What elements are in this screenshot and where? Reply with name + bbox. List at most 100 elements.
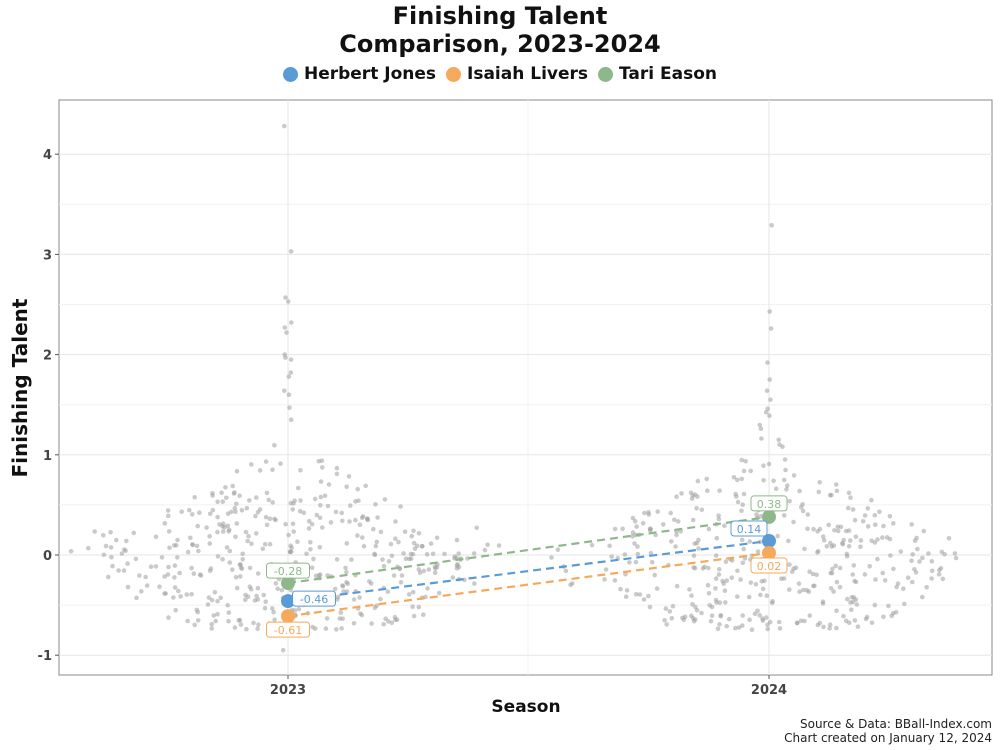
distribution-dot [247, 498, 252, 503]
distribution-dot [926, 551, 931, 556]
distribution-dot [787, 587, 792, 592]
point-herbert-jones-2023[interactable] [281, 594, 295, 609]
distribution-dot [831, 543, 837, 548]
distribution-dot [196, 548, 201, 554]
distribution-dot [765, 360, 770, 365]
distribution-dot [940, 576, 946, 582]
point-tari-eason-2023[interactable] [281, 576, 295, 591]
distribution-dot [323, 626, 329, 631]
distribution-dot [910, 552, 915, 557]
distribution-dot [159, 555, 165, 560]
distribution-dot [624, 588, 630, 593]
distribution-dot [706, 565, 711, 571]
distribution-dot [131, 530, 137, 536]
distribution-dot [270, 467, 275, 473]
distribution-dot [148, 564, 154, 569]
distribution-dot [767, 413, 772, 419]
distribution-dot [689, 613, 694, 619]
distribution-dot [802, 546, 807, 552]
point-isaiah-livers-2023[interactable] [281, 609, 295, 624]
distribution-dot [713, 586, 718, 591]
distribution-dot [607, 543, 612, 549]
legend-item-herbert-jones[interactable]: Herbert Jones [282, 64, 436, 84]
distribution-dot [279, 587, 285, 593]
distribution-dot [134, 595, 139, 601]
distribution-dot [184, 592, 190, 597]
distribution-dot [334, 627, 339, 632]
distribution-dot [632, 519, 638, 524]
legend-item-tari-eason[interactable]: Tari Eason [598, 64, 717, 84]
distribution-dot [816, 489, 822, 495]
distribution-dot [283, 355, 288, 360]
distribution-dot [618, 586, 623, 592]
distribution-dot [210, 507, 216, 513]
distribution-dot [850, 507, 856, 512]
distribution-dot [176, 588, 181, 594]
distribution-dot [743, 458, 748, 464]
distribution-dot [237, 562, 243, 567]
distribution-dot [137, 573, 142, 578]
distribution-dot [852, 578, 857, 584]
distribution-dot [806, 589, 812, 594]
distribution-dot [339, 510, 345, 516]
distribution-dot [735, 499, 741, 505]
distribution-dot [776, 437, 781, 443]
distribution-dot [194, 543, 200, 549]
distribution-dot [317, 515, 323, 521]
distribution-dot [714, 535, 720, 541]
distribution-dot [695, 478, 701, 484]
distribution-dot [393, 519, 398, 524]
distribution-dot [635, 551, 641, 557]
distribution-dot [668, 510, 673, 516]
distribution-dot [227, 548, 233, 554]
distribution-dot [227, 560, 233, 565]
distribution-dot [794, 620, 800, 626]
distribution-dot [741, 546, 746, 552]
distribution-dot [326, 482, 332, 487]
distribution-dot [840, 541, 846, 547]
distribution-dot [824, 544, 830, 549]
distribution-dot [257, 507, 263, 512]
distribution-dot [416, 531, 422, 536]
distribution-dot [909, 558, 914, 564]
point-isaiah-livers-2024[interactable] [762, 545, 776, 560]
distribution-dot [255, 626, 260, 632]
distribution-dot [206, 595, 212, 600]
distribution-dot [369, 621, 374, 626]
distribution-dot [432, 566, 438, 571]
distribution-dot [143, 574, 148, 580]
distribution-dot [865, 506, 871, 511]
distribution-dot [406, 592, 412, 597]
x-axis-ticks: 2023 2024 [270, 675, 787, 698]
distribution-dot [855, 624, 861, 629]
distribution-dot [310, 624, 315, 630]
point-herbert-jones-2024[interactable] [762, 533, 776, 548]
distribution-dot [910, 579, 915, 585]
distribution-dot [844, 551, 850, 557]
distribution-dot [805, 526, 810, 532]
distribution-dot [226, 610, 232, 615]
distribution-dot [92, 529, 97, 534]
distribution-dot [263, 459, 269, 464]
distribution-dot [125, 584, 131, 590]
point-tari-eason-2024[interactable] [762, 509, 776, 524]
distribution-dot [706, 591, 712, 596]
distribution-dot [661, 522, 666, 527]
distribution-dot [308, 539, 313, 545]
distribution-dot [817, 526, 823, 532]
legend-item-isaiah-livers[interactable]: Isaiah Livers [446, 64, 588, 84]
distribution-dot [226, 618, 231, 624]
distribution-dot [787, 498, 792, 504]
distribution-dot [230, 483, 235, 489]
distribution-dot [190, 542, 196, 548]
distribution-dot [603, 567, 609, 572]
distribution-dot [761, 463, 766, 469]
distribution-dot [86, 545, 91, 551]
distribution-dot [328, 520, 334, 525]
distribution-dot [845, 596, 850, 602]
distribution-dot [787, 562, 792, 567]
distribution-dot [735, 594, 740, 599]
distribution-dot [811, 583, 816, 589]
distribution-dot [747, 617, 752, 622]
